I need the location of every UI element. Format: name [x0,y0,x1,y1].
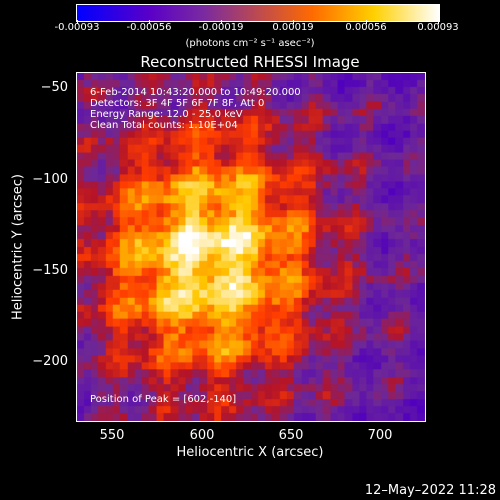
colorbar [76,4,440,22]
colorbar-tick-label: 0.00056 [345,22,387,33]
colorbar-tick-label: -0.00056 [126,22,172,33]
x-tick-label: 550 [99,428,125,443]
x-axis-label: Heliocentric X (arcsec) [176,445,324,460]
image-title: Reconstructed RHESSI Image [140,53,360,71]
time-range-annotation: 6-Feb-2014 10:43:20.000 to 10:49:20.000 [90,87,301,98]
colorbar-tick-label: -0.00019 [198,22,244,33]
x-tick-label: 700 [367,428,393,443]
heatmap-image [77,73,425,421]
y-tick-label: −150 [32,263,68,278]
y-tick-label: −200 [32,354,68,369]
y-axis-label: Heliocentric Y (arcsec) [10,174,26,320]
colorbar-tick-label: -0.00093 [54,22,100,33]
rhessi-image-plot: 6-Feb-2014 10:43:20.000 to 10:49:20.000 … [76,72,426,422]
peak-annotation: Position of Peak = [602,-140] [90,394,237,405]
colorbar-tick-label: 0.00093 [417,22,459,33]
y-tick-label: −50 [40,80,68,95]
energy-annotation: Energy Range: 12.0 - 25.0 keV [90,109,243,120]
x-tick-label: 650 [278,428,304,443]
detectors-annotation: Detectors: 3F 4F 5F 6F 7F 8F, Att 0 [90,98,265,109]
colorbar-units: (photons cm⁻² s⁻¹ asec⁻²) [185,38,315,49]
timestamp: 12–May–2022 11:28 [364,483,496,498]
x-tick-label: 600 [189,428,215,443]
clean-annotation: Clean Total counts: 1.10E+04 [90,120,238,131]
colorbar-tick-label: 0.00019 [272,22,314,33]
y-tick-label: −100 [32,172,68,187]
